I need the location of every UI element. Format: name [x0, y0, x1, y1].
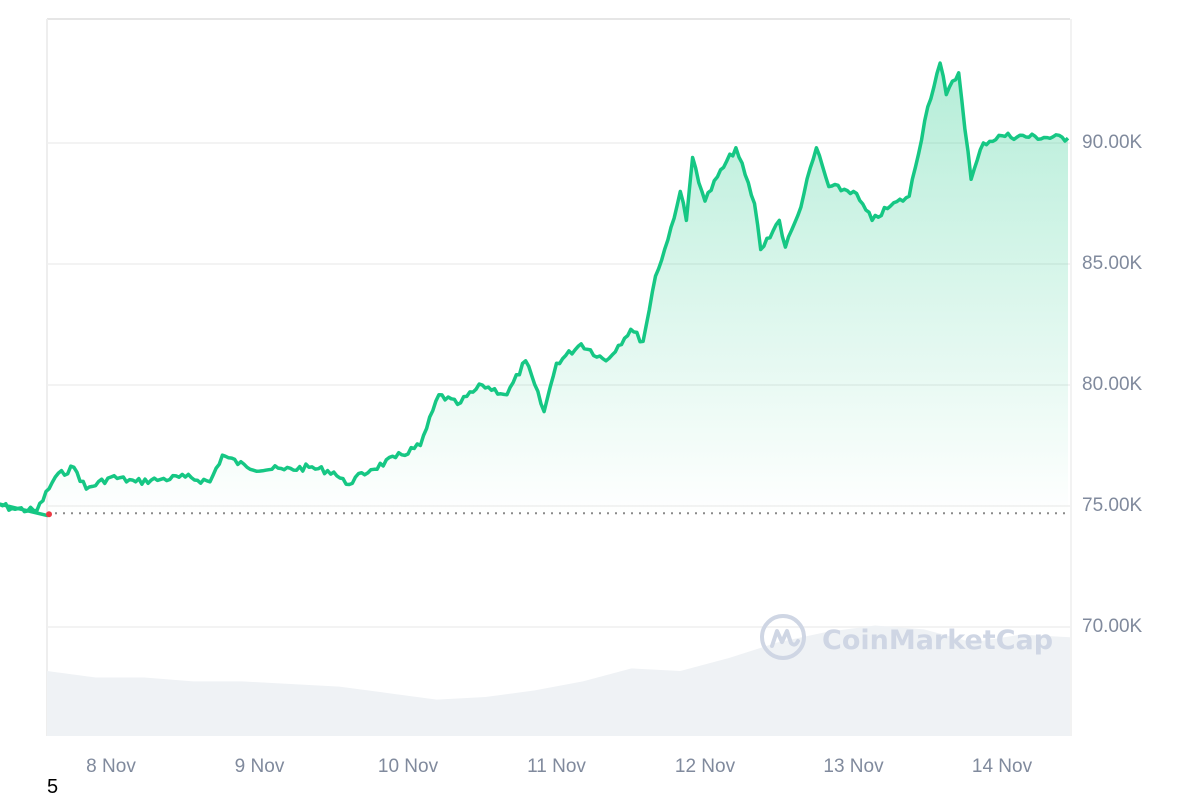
- price-line: [0, 61, 1070, 518]
- y-tick-label: 80.00K: [1082, 374, 1143, 395]
- watermark: CoinMarketCap: [760, 614, 1053, 660]
- y-tick-label: 90.00K: [1082, 132, 1143, 153]
- below-baseline-segment: [46, 511, 52, 518]
- x-tick-label: 8 Nov: [86, 756, 136, 777]
- price-area-fill: [0, 63, 1068, 516]
- price-series: [0, 61, 1070, 518]
- watermark-text: CoinMarketCap: [822, 625, 1053, 656]
- stray-label: 5: [47, 776, 59, 798]
- x-tick-label: 9 Nov: [234, 756, 285, 777]
- x-tick-label: 13 Nov: [823, 756, 884, 777]
- y-tick-label: 85.00K: [1082, 253, 1143, 274]
- volume-area: [47, 625, 1070, 736]
- y-tick-label: 70.00K: [1082, 616, 1143, 637]
- x-tick-label: 14 Nov: [971, 756, 1033, 777]
- y-tick-label: 75.00K: [1082, 495, 1143, 516]
- x-tick-label: 11 Nov: [527, 756, 586, 777]
- volume-histogram: [47, 625, 1070, 736]
- x-tick-label: 12 Nov: [674, 756, 736, 777]
- x-tick-label: 10 Nov: [377, 756, 439, 777]
- coinmarketcap-logo-icon: [760, 614, 806, 660]
